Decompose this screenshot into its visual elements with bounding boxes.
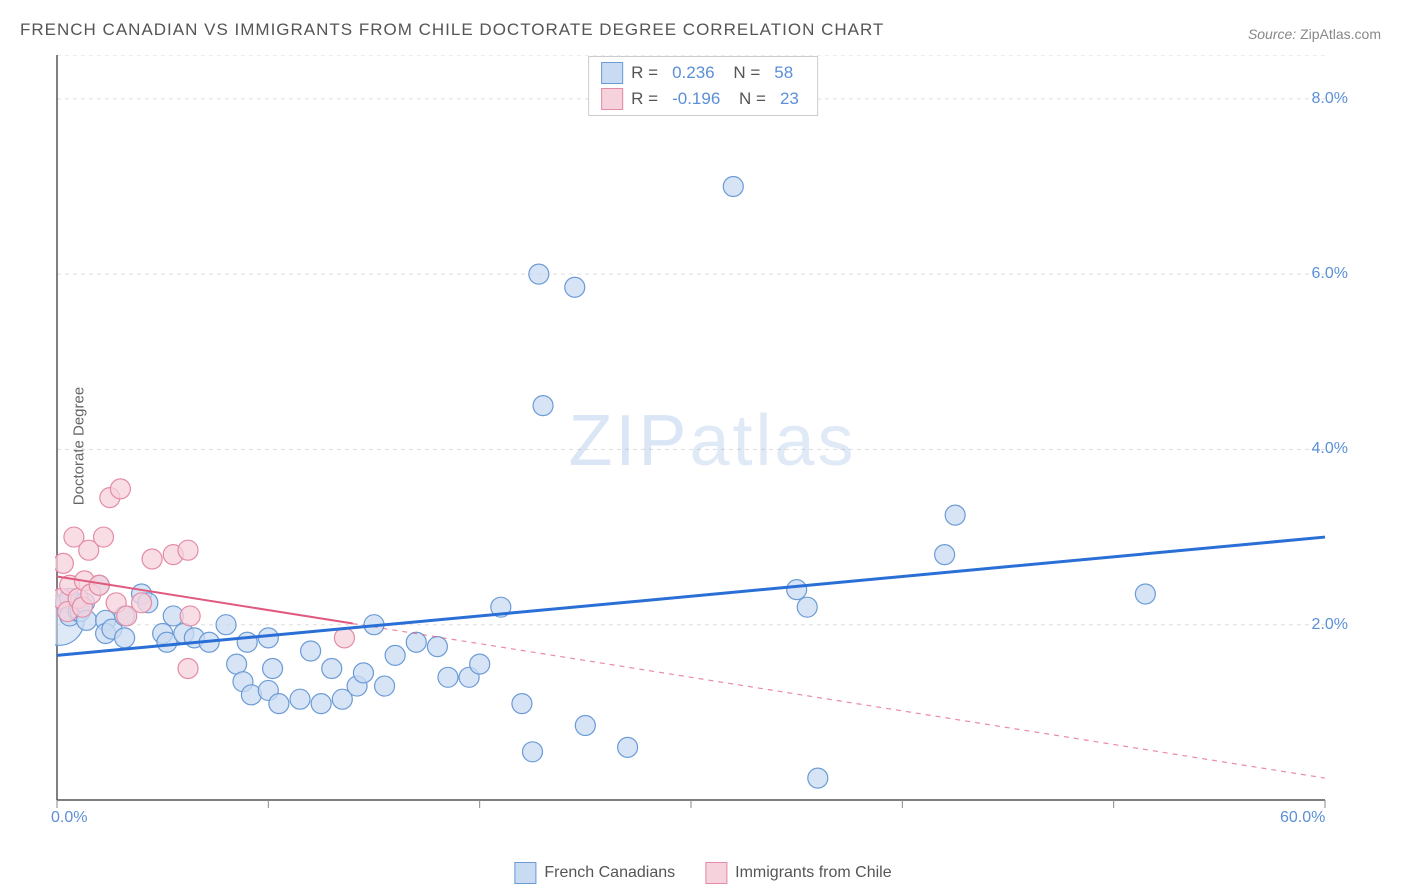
source-attribution: Source: ZipAtlas.com (1248, 26, 1381, 42)
series-2-name: Immigrants from Chile (735, 864, 891, 882)
y-tick-label: 4.0% (1312, 440, 1348, 458)
x-tick-label: 60.0% (1280, 809, 1325, 827)
legend-row-series-1: R = 0.236 N = 58 (601, 62, 805, 84)
scatter-svg (55, 55, 1370, 835)
y-tick-label: 6.0% (1312, 265, 1348, 283)
r-value-2: -0.196 (672, 89, 720, 109)
source-value: ZipAtlas.com (1300, 26, 1381, 42)
series-legend: French Canadians Immigrants from Chile (514, 862, 891, 884)
swatch-series-2 (601, 88, 623, 110)
n-label: N = (734, 89, 766, 109)
y-tick-label: 2.0% (1312, 616, 1348, 634)
correlation-legend: R = 0.236 N = 58 R = -0.196 N = 23 (588, 56, 818, 116)
n-label: N = (729, 63, 761, 83)
legend-row-series-2: R = -0.196 N = 23 (601, 88, 805, 110)
x-tick-label: 0.0% (51, 809, 87, 827)
series-1-name: French Canadians (544, 864, 675, 882)
n-value-2: 23 (780, 89, 799, 109)
n-value-1: 58 (774, 63, 793, 83)
chart-container: FRENCH CANADIAN VS IMMIGRANTS FROM CHILE… (0, 0, 1406, 892)
y-tick-label: 8.0% (1312, 90, 1348, 108)
swatch-series-1 (514, 862, 536, 884)
legend-item-2: Immigrants from Chile (705, 862, 891, 884)
plot-area: ZIPatlas 2.0%4.0%6.0%8.0% 0.0%60.0% (55, 55, 1370, 835)
r-label: R = (631, 63, 658, 83)
r-value-1: 0.236 (672, 63, 715, 83)
swatch-series-1 (601, 62, 623, 84)
swatch-series-2 (705, 862, 727, 884)
source-label: Source: (1248, 26, 1296, 42)
r-label: R = (631, 89, 658, 109)
chart-title: FRENCH CANADIAN VS IMMIGRANTS FROM CHILE… (20, 20, 884, 40)
legend-item-1: French Canadians (514, 862, 675, 884)
